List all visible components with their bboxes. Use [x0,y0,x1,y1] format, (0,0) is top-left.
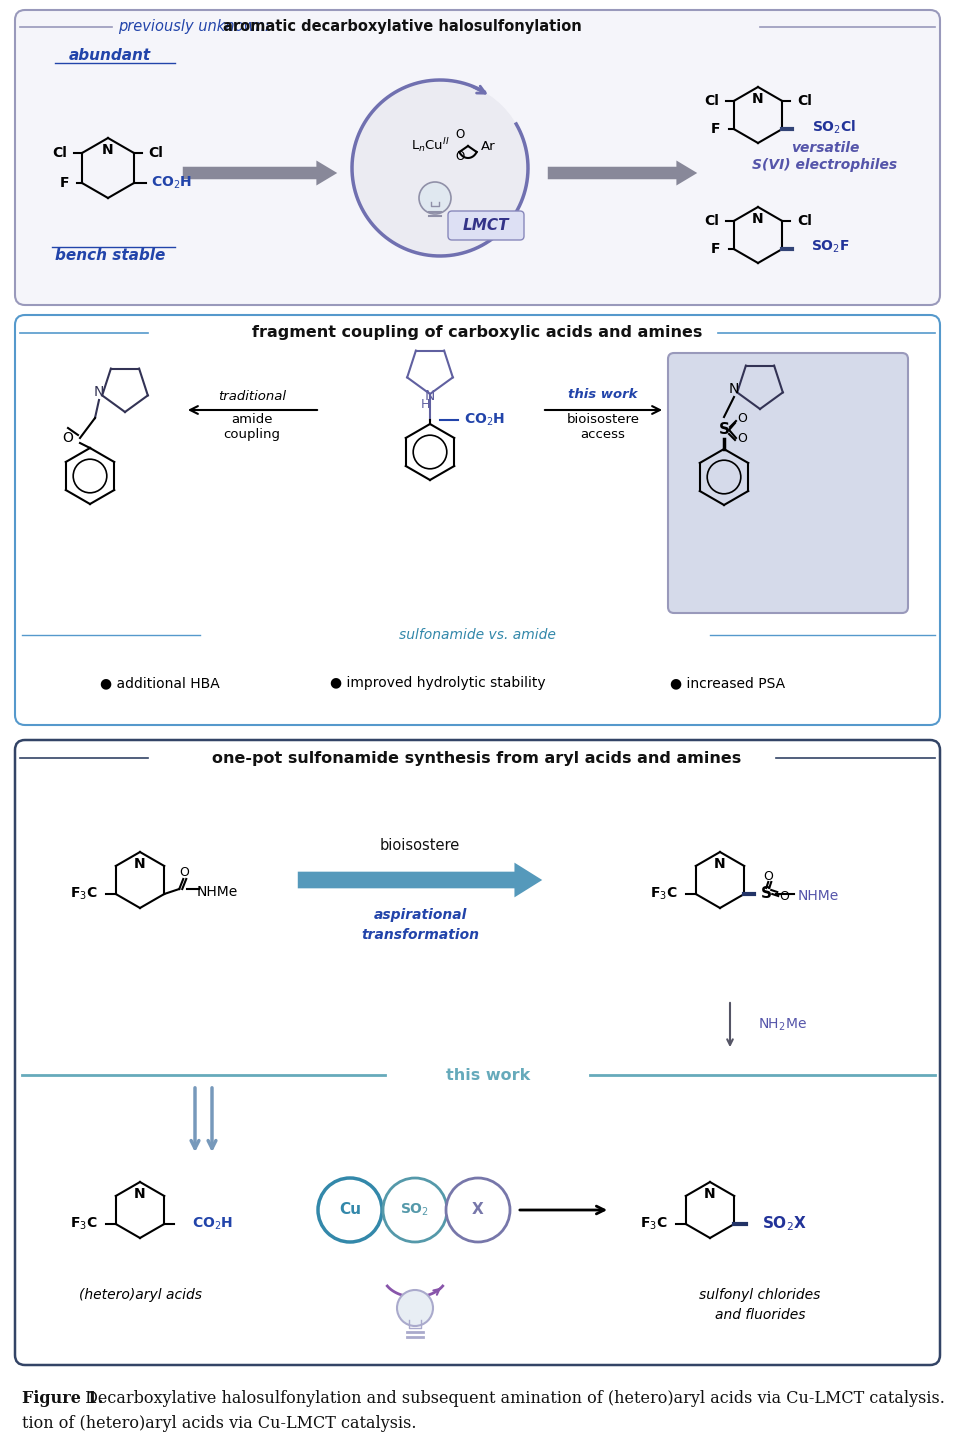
Text: SO$_2$X: SO$_2$X [762,1215,807,1233]
Text: bench stable: bench stable [54,247,165,263]
FancyBboxPatch shape [668,353,908,613]
Text: CO$_2$H: CO$_2$H [152,174,193,192]
Text: Cu: Cu [339,1202,361,1217]
Text: O: O [63,431,74,444]
Text: transformation: transformation [361,928,479,942]
Text: F$_3$C: F$_3$C [640,1215,668,1233]
Text: ● improved hydrolytic stability: ● improved hydrolytic stability [330,677,545,690]
Circle shape [397,1289,433,1326]
Text: N: N [94,385,104,399]
Text: amide
coupling: amide coupling [223,412,281,441]
Text: O: O [779,890,789,903]
Text: Ar: Ar [480,139,496,152]
Circle shape [419,182,451,213]
Text: and fluorides: and fluorides [714,1308,805,1321]
Text: Cl: Cl [149,147,163,160]
Text: bioisostere: bioisostere [380,838,460,852]
Text: NHMe: NHMe [197,886,238,899]
Text: Cl: Cl [796,213,812,228]
Circle shape [318,1178,382,1241]
Text: F$_3$C: F$_3$C [70,1215,97,1233]
Text: Cl: Cl [705,94,719,107]
Text: aspirational: aspirational [373,908,467,922]
Text: SO$_2$: SO$_2$ [400,1202,430,1218]
Text: O: O [456,128,465,141]
Text: NHMe: NHMe [797,889,838,903]
Text: NH$_2$Me: NH$_2$Me [758,1016,807,1034]
Text: abundant: abundant [69,48,151,62]
Text: sulfonamide vs. amide: sulfonamide vs. amide [398,629,556,642]
Text: one-pot sulfonamide synthesis from aryl acids and amines: one-pot sulfonamide synthesis from aryl … [212,751,742,765]
Text: ● increased PSA: ● increased PSA [670,677,785,690]
Text: CO$_2$H: CO$_2$H [192,1215,233,1233]
Text: ● additional HBA: ● additional HBA [100,677,220,690]
Text: this work: this work [446,1067,530,1083]
Text: F: F [59,176,69,190]
Text: fragment coupling of carboxylic acids and amines: fragment coupling of carboxylic acids an… [252,325,702,341]
Text: Figure 1.: Figure 1. [22,1390,103,1407]
Text: L$_n$Cu$^{II}$: L$_n$Cu$^{II}$ [411,136,450,155]
Text: F: F [711,242,720,256]
Text: bioisostere
access: bioisostere access [566,412,640,441]
Text: S(VI) electrophiles: S(VI) electrophiles [753,158,898,171]
FancyBboxPatch shape [15,10,940,305]
Text: N: N [102,142,114,157]
Text: O: O [763,870,774,883]
Text: N: N [425,389,435,404]
Text: Decarboxylative halosulfonylation and subsequent amination of (hetero)aryl acids: Decarboxylative halosulfonylation and su… [80,1390,944,1407]
Text: this work: this work [568,389,638,402]
Text: H: H [420,398,430,411]
Text: sulfonyl chlorides: sulfonyl chlorides [699,1288,820,1302]
Text: CO$_2$H: CO$_2$H [464,412,505,428]
Text: N: N [729,382,739,396]
Text: N: N [753,212,764,227]
Text: N: N [704,1186,716,1201]
Text: O: O [180,867,189,880]
Text: SO$_2$Cl: SO$_2$Cl [812,118,857,135]
Text: Cl: Cl [796,94,812,107]
Circle shape [352,80,528,256]
Text: F$_3$C: F$_3$C [650,886,677,902]
Text: S: S [761,887,772,902]
Text: previously unknown:: previously unknown: [118,19,274,35]
Text: LMCT: LMCT [463,218,509,232]
Text: SO$_2$F: SO$_2$F [811,238,850,256]
FancyBboxPatch shape [15,315,940,725]
Text: S: S [718,421,730,437]
Text: N: N [714,857,726,871]
Text: traditional: traditional [218,391,286,404]
Circle shape [383,1178,447,1241]
FancyBboxPatch shape [448,211,524,240]
Text: aromatic decarboxylative halosulfonylation: aromatic decarboxylative halosulfonylati… [223,19,582,35]
Text: N: N [135,857,146,871]
Text: F$_3$C: F$_3$C [70,886,97,902]
Text: tion of (hetero)aryl acids via Cu-LMCT catalysis.: tion of (hetero)aryl acids via Cu-LMCT c… [22,1416,416,1432]
Text: F: F [711,122,720,136]
Text: O: O [737,412,747,425]
Text: N: N [753,91,764,106]
Text: N: N [135,1186,146,1201]
Text: O: O [737,433,747,446]
Text: (hetero)aryl acids: (hetero)aryl acids [78,1288,202,1302]
Text: X: X [472,1202,484,1217]
FancyBboxPatch shape [15,741,940,1365]
Circle shape [446,1178,510,1241]
Text: Cl: Cl [53,147,68,160]
Text: Cl: Cl [705,213,719,228]
Text: versatile: versatile [791,141,860,155]
Text: O: O [456,150,465,163]
